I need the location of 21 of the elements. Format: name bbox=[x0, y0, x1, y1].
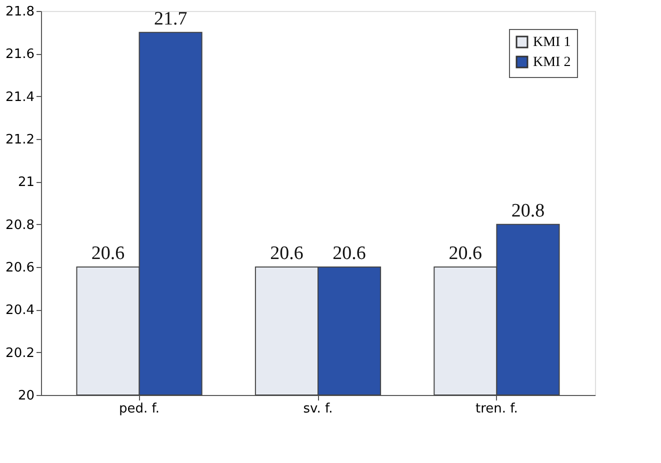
legend-label: KMI 1 bbox=[533, 35, 571, 50]
y-tick-label: 20 bbox=[18, 388, 34, 404]
y-tick-label: 21.4 bbox=[6, 90, 34, 105]
y-tick-label: 21.2 bbox=[6, 132, 34, 148]
data-label: 20.6 bbox=[332, 243, 366, 264]
y-tick-label: 20.4 bbox=[6, 303, 34, 318]
x-tick-label: ped. f. bbox=[119, 402, 160, 416]
data-label: 20.6 bbox=[448, 243, 482, 264]
y-tick-label: 21 bbox=[18, 175, 34, 190]
y-tick-label: 20.2 bbox=[6, 346, 34, 361]
data-label: 20.6 bbox=[270, 243, 304, 264]
y-tick-label: 20.6 bbox=[6, 260, 34, 276]
data-label: 21.7 bbox=[154, 8, 188, 30]
y-tick-label: 21.6 bbox=[6, 47, 34, 62]
legend-label: KMI 2 bbox=[533, 55, 571, 70]
y-tick-label: 21.8 bbox=[6, 4, 34, 20]
data-label: 20.6 bbox=[91, 243, 125, 264]
y-tick-label: 20.8 bbox=[6, 218, 34, 233]
data-label: 20.8 bbox=[511, 200, 545, 222]
x-tick-label: tren. f. bbox=[476, 402, 518, 416]
x-tick-label: sv. f. bbox=[303, 402, 333, 416]
